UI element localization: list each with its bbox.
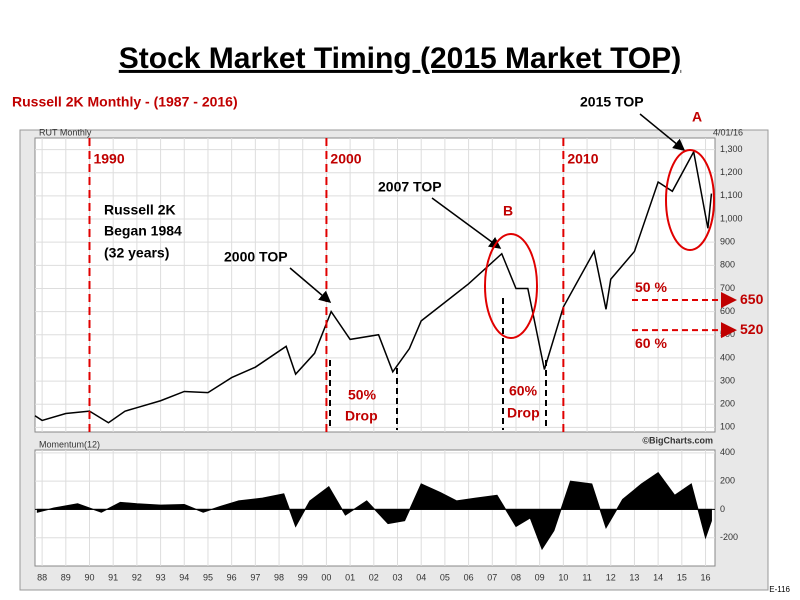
x-tick-label: 94 xyxy=(179,572,189,582)
y-tick-label: 400 xyxy=(720,352,735,362)
y-tick-label: 0 xyxy=(720,504,725,514)
level-value: 520 xyxy=(740,321,764,337)
x-tick-label: 97 xyxy=(250,572,260,582)
level-value: 650 xyxy=(740,291,764,307)
momentum-area xyxy=(36,471,712,551)
x-tick-label: 14 xyxy=(653,572,663,582)
page-title: Stock Market Timing (2015 Market TOP) xyxy=(119,42,681,75)
annotation: Began 1984 xyxy=(104,223,182,239)
y-tick-label: 700 xyxy=(720,283,735,293)
annotation: 50% xyxy=(348,387,377,403)
x-tick-label: 96 xyxy=(227,572,237,582)
y-tick-label: 100 xyxy=(720,422,735,432)
arrow xyxy=(289,267,332,303)
highlight-circle xyxy=(484,233,538,339)
x-tick-label: 89 xyxy=(61,572,71,582)
era-label: 2010 xyxy=(567,151,598,167)
x-tick-label: 98 xyxy=(274,572,284,582)
annotation: 60% xyxy=(509,383,538,399)
x-tick-label: 95 xyxy=(203,572,213,582)
level-label: 60 % xyxy=(635,335,667,351)
arrow xyxy=(431,197,502,249)
x-tick-label: 08 xyxy=(511,572,521,582)
x-tick-label: 13 xyxy=(629,572,639,582)
x-tick-label: 04 xyxy=(416,572,426,582)
y-tick-label: 300 xyxy=(720,375,735,385)
x-tick-label: 93 xyxy=(156,572,166,582)
annotation: 2015 TOP xyxy=(580,94,644,110)
level-label: 50 % xyxy=(635,279,667,295)
footer: E-116 xyxy=(769,585,790,594)
x-tick-label: 05 xyxy=(440,572,450,582)
x-tick-label: 11 xyxy=(582,572,591,582)
y-tick-label: 1,000 xyxy=(720,213,743,223)
y-tick-label: 400 xyxy=(720,447,735,457)
panel-label: RUT Monthly xyxy=(39,127,92,137)
x-tick-label: 90 xyxy=(84,572,94,582)
era-label: 2000 xyxy=(330,151,361,167)
x-tick-label: 02 xyxy=(369,572,379,582)
y-tick-label: 1,100 xyxy=(720,190,743,200)
annotation: B xyxy=(503,203,513,219)
x-tick-label: 01 xyxy=(345,572,355,582)
annotation: Drop xyxy=(507,405,540,421)
x-tick-label: 03 xyxy=(393,572,403,582)
panel-date: 4/01/16 xyxy=(713,127,743,137)
x-tick-label: 16 xyxy=(701,572,711,582)
x-tick-label: 09 xyxy=(535,572,545,582)
era-label: 1990 xyxy=(93,151,124,167)
x-tick-label: 92 xyxy=(132,572,142,582)
y-tick-label: 1,300 xyxy=(720,144,743,154)
x-tick-label: 88 xyxy=(37,572,47,582)
y-tick-label: 1,200 xyxy=(720,167,743,177)
x-tick-label: 15 xyxy=(677,572,687,582)
annotation: Drop xyxy=(345,408,378,424)
y-tick-label: 800 xyxy=(720,260,735,270)
panel-label: Momentum(12) xyxy=(39,439,100,449)
x-tick-label: 00 xyxy=(321,572,331,582)
annotation: (32 years) xyxy=(104,245,169,261)
y-tick-label: 900 xyxy=(720,237,735,247)
highlight-circle xyxy=(665,149,715,251)
y-tick-label: 600 xyxy=(720,306,735,316)
credit: ©BigCharts.com xyxy=(642,435,713,445)
y-tick-label: 200 xyxy=(720,399,735,409)
x-tick-label: 07 xyxy=(487,572,497,582)
annotation: 2000 TOP xyxy=(224,249,288,265)
x-tick-label: 91 xyxy=(108,572,118,582)
arrow xyxy=(639,113,686,151)
x-tick-label: 10 xyxy=(558,572,568,582)
annotation: Russell 2K xyxy=(104,202,176,218)
x-tick-label: 99 xyxy=(298,572,308,582)
subtitle: Russell 2K Monthly - (1987 - 2016) xyxy=(12,94,238,110)
y-tick-label: -200 xyxy=(720,532,738,542)
price-line xyxy=(34,149,713,424)
x-tick-label: 06 xyxy=(464,572,474,582)
annotation: 2007 TOP xyxy=(378,179,442,195)
x-tick-label: 12 xyxy=(606,572,616,582)
annotation: A xyxy=(692,109,702,125)
y-tick-label: 200 xyxy=(720,475,735,485)
